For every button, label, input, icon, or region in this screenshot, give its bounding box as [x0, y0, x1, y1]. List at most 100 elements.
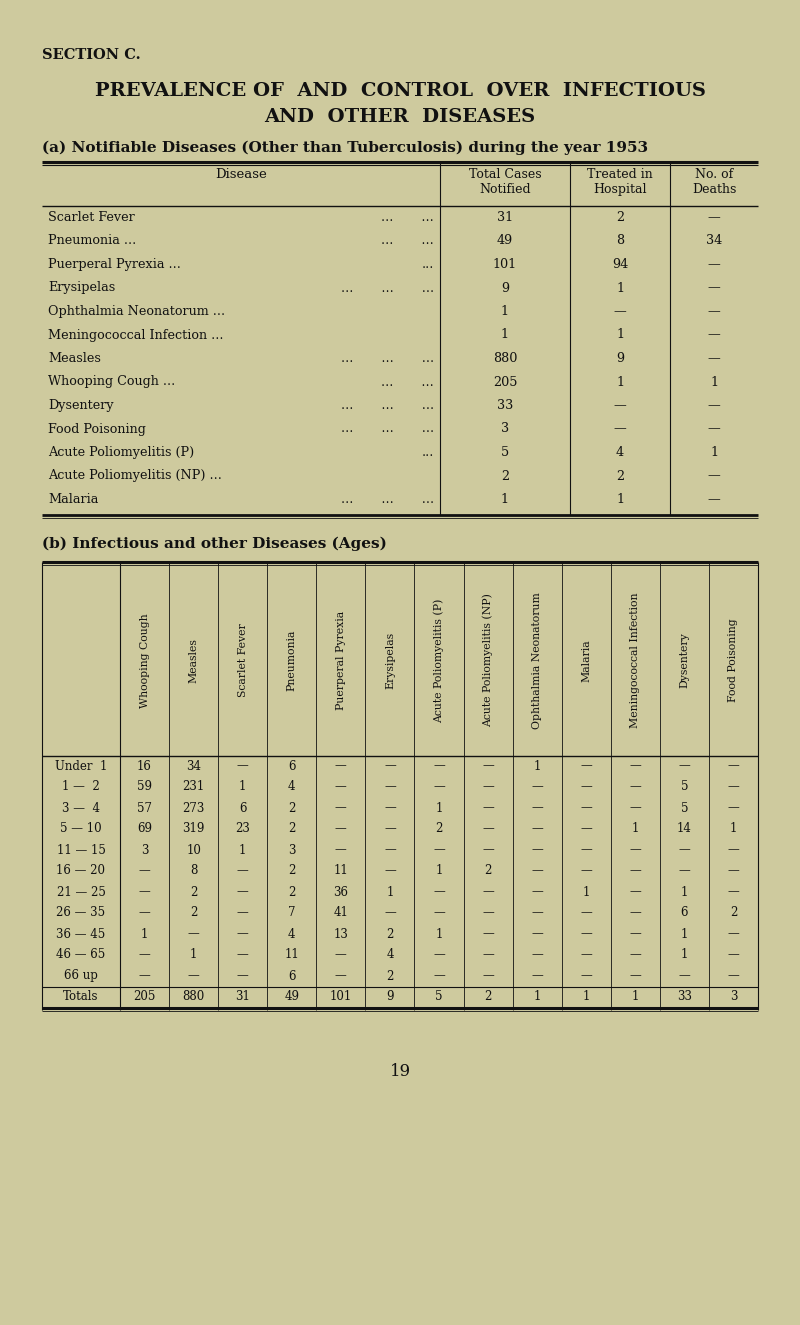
Text: 1: 1 — [582, 991, 590, 1003]
Text: —: — — [531, 780, 543, 794]
Text: —: — — [630, 906, 641, 920]
Text: 1: 1 — [435, 864, 442, 877]
Text: 3: 3 — [730, 991, 738, 1003]
Text: —: — — [531, 949, 543, 962]
Text: 7: 7 — [288, 906, 295, 920]
Text: —: — — [531, 823, 543, 836]
Text: 1: 1 — [730, 823, 737, 836]
Text: Under  1: Under 1 — [55, 759, 107, 772]
Text: 2: 2 — [484, 991, 492, 1003]
Text: 59: 59 — [137, 780, 152, 794]
Text: —: — — [708, 423, 720, 436]
Text: 2: 2 — [435, 823, 442, 836]
Text: 3: 3 — [288, 844, 295, 856]
Text: —: — — [482, 885, 494, 898]
Text: 33: 33 — [497, 399, 513, 412]
Text: —: — — [482, 802, 494, 815]
Text: —: — — [614, 423, 626, 436]
Text: —: — — [727, 885, 739, 898]
Text: —: — — [630, 970, 641, 983]
Text: —: — — [708, 469, 720, 482]
Text: 101: 101 — [330, 991, 352, 1003]
Text: 69: 69 — [137, 823, 152, 836]
Text: 880: 880 — [182, 991, 205, 1003]
Text: 1: 1 — [435, 802, 442, 815]
Text: —: — — [138, 970, 150, 983]
Text: —: — — [433, 949, 445, 962]
Text: ...       ...: ... ... — [382, 211, 434, 224]
Text: Ophthalmia Neonatorum: Ophthalmia Neonatorum — [532, 592, 542, 729]
Text: —: — — [580, 802, 592, 815]
Text: 1: 1 — [616, 329, 624, 342]
Text: Erysipelas: Erysipelas — [48, 281, 115, 294]
Text: —: — — [708, 352, 720, 364]
Text: 2: 2 — [501, 469, 509, 482]
Text: 1: 1 — [616, 375, 624, 388]
Text: Meningococcal Infection: Meningococcal Infection — [630, 592, 640, 729]
Text: Scarlet Fever: Scarlet Fever — [48, 211, 134, 224]
Text: 1: 1 — [616, 281, 624, 294]
Text: Scarlet Fever: Scarlet Fever — [238, 624, 248, 697]
Text: 5: 5 — [681, 802, 688, 815]
Text: —: — — [138, 906, 150, 920]
Text: —: — — [727, 927, 739, 941]
Text: —: — — [727, 949, 739, 962]
Text: —: — — [384, 759, 396, 772]
Text: —: — — [482, 970, 494, 983]
Text: —: — — [630, 949, 641, 962]
Text: 1: 1 — [710, 447, 718, 458]
Text: —: — — [580, 927, 592, 941]
Text: Puerperal Pyrexia ...: Puerperal Pyrexia ... — [48, 258, 181, 272]
Text: Puerperal Pyrexia: Puerperal Pyrexia — [336, 611, 346, 710]
Text: —: — — [614, 399, 626, 412]
Text: —: — — [531, 906, 543, 920]
Text: —: — — [433, 759, 445, 772]
Text: 34: 34 — [186, 759, 201, 772]
Text: 9: 9 — [501, 281, 509, 294]
Text: —: — — [531, 927, 543, 941]
Text: 6: 6 — [288, 759, 295, 772]
Text: 2: 2 — [730, 906, 737, 920]
Text: 66 up: 66 up — [64, 970, 98, 983]
Text: 205: 205 — [493, 375, 518, 388]
Text: —: — — [335, 780, 346, 794]
Text: 2: 2 — [288, 802, 295, 815]
Text: ...       ...       ...: ... ... ... — [341, 399, 434, 412]
Text: 8: 8 — [616, 235, 624, 248]
Text: —: — — [580, 780, 592, 794]
Text: —: — — [580, 759, 592, 772]
Text: ...: ... — [422, 258, 434, 272]
Text: Pneumonia ...: Pneumonia ... — [48, 235, 136, 248]
Text: 34: 34 — [706, 235, 722, 248]
Text: 1 —  2: 1 — 2 — [62, 780, 100, 794]
Text: 2: 2 — [616, 211, 624, 224]
Text: 2: 2 — [190, 885, 198, 898]
Text: 2: 2 — [288, 823, 295, 836]
Text: —: — — [708, 281, 720, 294]
Text: 31: 31 — [235, 991, 250, 1003]
Text: —: — — [531, 970, 543, 983]
Text: 2: 2 — [386, 927, 394, 941]
Text: Treated in
Hospital: Treated in Hospital — [587, 168, 653, 196]
Text: 2: 2 — [386, 970, 394, 983]
Text: 101: 101 — [493, 258, 517, 272]
Text: 21 — 25: 21 — 25 — [57, 885, 106, 898]
Text: 1: 1 — [681, 885, 688, 898]
Text: —: — — [580, 949, 592, 962]
Text: —: — — [708, 211, 720, 224]
Text: 41: 41 — [334, 906, 348, 920]
Text: ...       ...       ...: ... ... ... — [341, 352, 434, 364]
Text: 49: 49 — [284, 991, 299, 1003]
Text: 11 — 15: 11 — 15 — [57, 844, 106, 856]
Text: 1: 1 — [141, 927, 148, 941]
Text: 2: 2 — [288, 885, 295, 898]
Text: —: — — [614, 305, 626, 318]
Text: 5: 5 — [435, 991, 442, 1003]
Text: PREVALENCE OF  AND  CONTROL  OVER  INFECTIOUS: PREVALENCE OF AND CONTROL OVER INFECTIOU… — [94, 82, 706, 99]
Text: 31: 31 — [497, 211, 513, 224]
Text: Pneumonia: Pneumonia — [286, 629, 297, 692]
Text: ...       ...       ...: ... ... ... — [341, 281, 434, 294]
Text: —: — — [727, 864, 739, 877]
Text: 1: 1 — [616, 493, 624, 506]
Text: —: — — [138, 864, 150, 877]
